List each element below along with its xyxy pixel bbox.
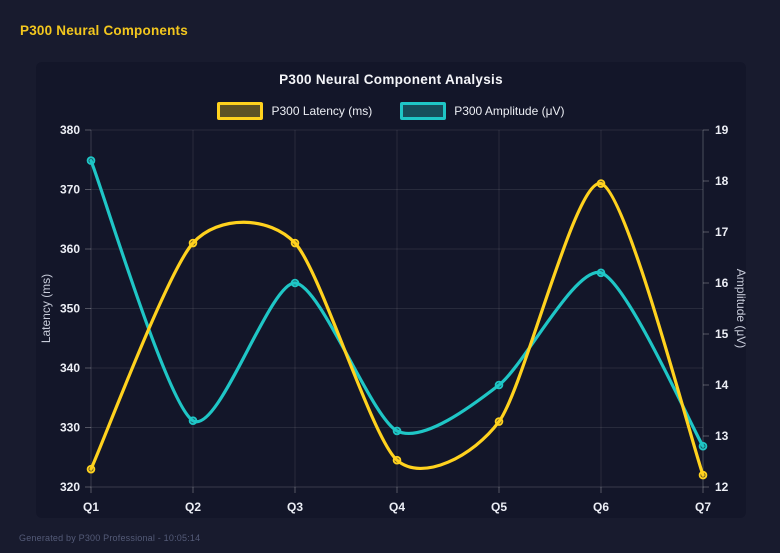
legend-item-amplitude[interactable]: P300 Amplitude (μV) <box>400 102 565 120</box>
svg-text:18: 18 <box>715 174 729 188</box>
data-point[interactable] <box>392 455 402 465</box>
svg-text:340: 340 <box>60 361 80 375</box>
svg-text:Q7: Q7 <box>695 500 711 514</box>
right-axis-title: Amplitude (μV) <box>734 269 746 349</box>
amplitude-line <box>89 159 705 448</box>
svg-text:Q1: Q1 <box>83 500 99 514</box>
svg-text:15: 15 <box>715 327 729 341</box>
svg-text:350: 350 <box>60 302 80 316</box>
svg-text:Q5: Q5 <box>491 500 507 514</box>
data-point[interactable] <box>188 238 198 248</box>
svg-text:380: 380 <box>60 123 80 137</box>
svg-text:Q6: Q6 <box>593 500 609 514</box>
legend-label-latency: P300 Latency (ms) <box>271 104 373 118</box>
svg-text:320: 320 <box>60 480 80 494</box>
svg-text:14: 14 <box>715 378 729 392</box>
data-point[interactable] <box>188 416 198 426</box>
svg-text:Q4: Q4 <box>389 500 405 514</box>
svg-text:370: 370 <box>60 183 80 197</box>
data-point[interactable] <box>596 179 606 188</box>
svg-text:13: 13 <box>715 429 729 443</box>
chart-canvas[interactable]: 320 330 340 350 360 370 380 12 13 14 15 16 17 18 19 Q1 Q… <box>36 62 746 518</box>
svg-text:330: 330 <box>60 421 80 435</box>
svg-text:360: 360 <box>60 242 80 256</box>
data-point[interactable] <box>86 156 96 165</box>
chart-title: P300 Neural Component Analysis <box>279 72 503 87</box>
footer-status-text: Generated by P300 Professional - 10:05:1… <box>19 533 201 543</box>
data-point[interactable] <box>494 417 504 426</box>
legend-item-latency[interactable]: P300 Latency (ms) <box>217 102 372 120</box>
legend-label-amplitude: P300 Amplitude (μV) <box>454 104 565 118</box>
axes <box>85 129 709 493</box>
svg-text:Q2: Q2 <box>185 500 201 514</box>
chart-legend: P300 Latency (ms) P300 Amplitude (μV) <box>36 102 746 120</box>
data-point[interactable] <box>86 464 96 474</box>
page-title: P300 Neural Components <box>20 23 188 38</box>
data-point[interactable] <box>290 278 300 288</box>
svg-text:17: 17 <box>715 225 729 239</box>
svg-text:12: 12 <box>715 480 729 494</box>
data-point[interactable] <box>290 238 300 248</box>
data-point[interactable] <box>698 470 708 480</box>
svg-text:16: 16 <box>715 276 729 290</box>
data-point[interactable] <box>698 441 708 451</box>
data-point[interactable] <box>392 426 402 436</box>
series-lines <box>86 156 708 480</box>
data-point[interactable] <box>494 380 504 390</box>
amplitude-swatch-icon <box>400 102 447 120</box>
chart-panel: P300 Neural Component Analysis P300 Late… <box>36 62 746 518</box>
svg-text:Q3: Q3 <box>287 500 303 514</box>
axis-labels: 320 330 340 350 360 370 380 12 13 14 15 16 17 18 19 Q1 Q… <box>39 123 746 514</box>
left-axis-title: Latency (ms) <box>39 274 53 343</box>
latency-swatch-icon <box>217 102 264 120</box>
data-point[interactable] <box>596 268 606 278</box>
svg-text:19: 19 <box>715 123 729 137</box>
